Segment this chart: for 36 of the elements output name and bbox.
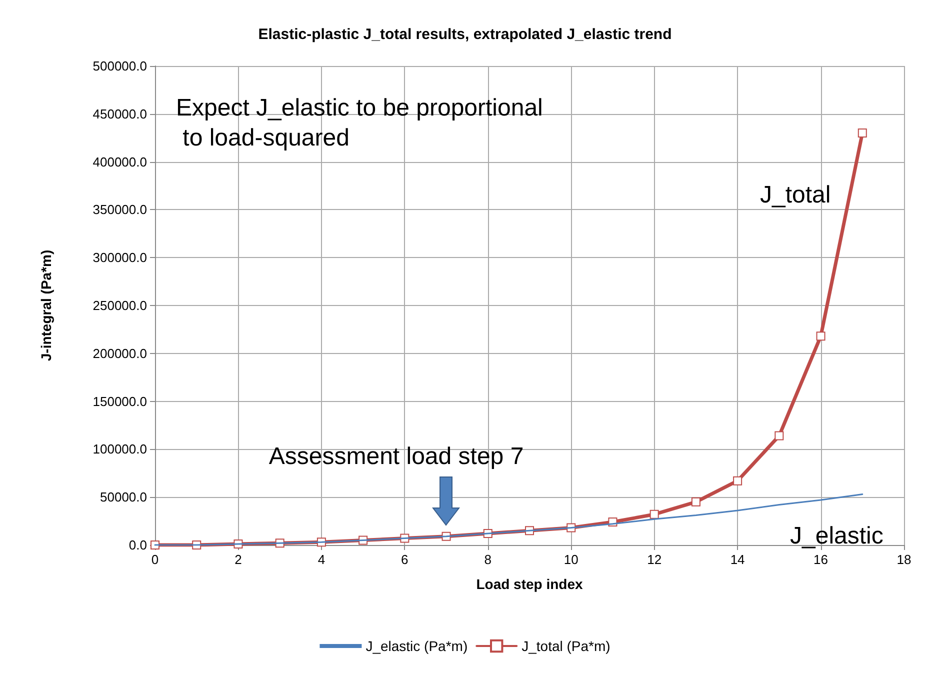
y-axis-title: J-integral (Pa*m) bbox=[38, 250, 54, 362]
point bbox=[691, 497, 700, 506]
legend-label: J_total (Pa*m) bbox=[522, 638, 610, 654]
y-tick-label: 50000.0 bbox=[100, 490, 147, 505]
x-tick-label: 0 bbox=[151, 552, 159, 567]
point bbox=[733, 476, 742, 486]
y-tick-label: 300000.0 bbox=[92, 250, 147, 266]
annotation: Expect J_elastic to be proportional to load-squared bbox=[176, 94, 543, 152]
y-tick-label: 100000.0 bbox=[92, 442, 147, 457]
x-tick-label: 12 bbox=[647, 552, 662, 567]
point bbox=[774, 431, 784, 440]
chart-title: Elastic-plastic J_total results, extrapolated J_elastic trend bbox=[258, 26, 672, 43]
x-tick-label: 18 bbox=[896, 552, 912, 567]
y-tick-label: 500000.0 bbox=[92, 58, 147, 74]
x-tick-label: 8 bbox=[484, 552, 492, 567]
y-tick-label: 350000.0 bbox=[92, 202, 147, 218]
x-tick-label: 10 bbox=[564, 552, 578, 567]
y-tick-label: 250000.0 bbox=[92, 298, 147, 313]
x-tick-label: 16 bbox=[814, 552, 828, 567]
x-tick-label: 4 bbox=[318, 552, 326, 567]
point bbox=[650, 510, 659, 519]
annotation: Assessment load step 7 bbox=[268, 443, 524, 470]
point bbox=[816, 332, 826, 341]
y-tick-label: 400000.0 bbox=[92, 154, 147, 170]
annotation: J_total bbox=[760, 182, 831, 208]
y-tick-label: 150000.0 bbox=[92, 394, 147, 409]
x-axis-title: Load step index bbox=[476, 576, 583, 592]
x-tick-label: 2 bbox=[234, 552, 242, 567]
x-tick-label: 6 bbox=[401, 552, 408, 567]
y-tick-label: 0.0 bbox=[128, 538, 147, 552]
x-tick-label: 14 bbox=[730, 552, 745, 567]
y-tick-label: 200000.0 bbox=[92, 346, 147, 361]
point bbox=[858, 128, 867, 138]
legend-label: J_elastic (Pa*m) bbox=[366, 638, 468, 654]
y-tick-label: 450000.0 bbox=[92, 106, 147, 122]
annotation: J_elastic bbox=[790, 522, 884, 550]
